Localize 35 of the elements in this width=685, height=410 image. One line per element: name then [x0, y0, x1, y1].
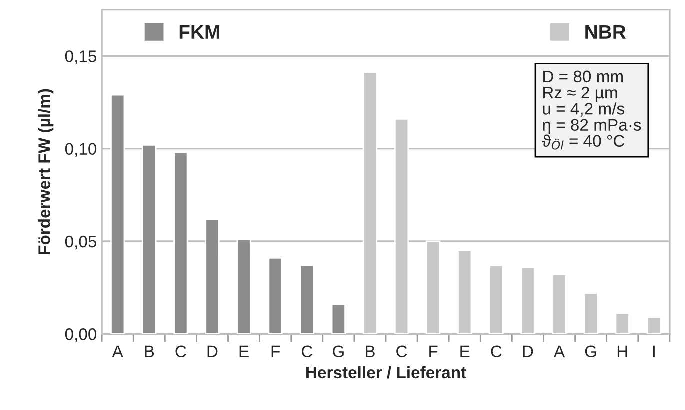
x-tick-label: A	[112, 346, 124, 358]
x-tick-label: G	[585, 346, 596, 358]
x-tick-label: D	[523, 346, 534, 358]
x-tick-label: H	[618, 346, 628, 358]
bar	[110, 94, 126, 334]
x-tick-label: C	[491, 346, 502, 358]
x-tick-label: E	[460, 346, 470, 358]
x-axis-title: Hersteller / Lieferant	[306, 366, 466, 379]
y-tick-label: 0,00	[65, 328, 97, 342]
x-tick-label: F	[430, 346, 438, 358]
legend-label: NBR	[586, 26, 626, 39]
y-tick-label: 0,05	[65, 236, 97, 250]
y-tick-label: 0,10	[65, 143, 97, 157]
x-tick-label: B	[145, 346, 154, 358]
x-tick-label: C	[176, 346, 186, 358]
x-tick-label: C	[302, 346, 313, 358]
x-tick-label: E	[240, 346, 249, 358]
bar	[268, 257, 283, 334]
x-tick-label: I	[653, 346, 655, 358]
x-tick-label: A	[554, 346, 566, 358]
x-tick-label: B	[366, 346, 375, 358]
legend-label: FKM	[180, 26, 220, 39]
bar	[174, 152, 188, 334]
bar	[142, 144, 157, 334]
y-tick-label: 0,15	[65, 50, 97, 64]
x-tick-label: D	[208, 346, 218, 358]
y-axis-title: Förderwert FW (µl/m)	[38, 89, 54, 254]
bar	[205, 218, 220, 334]
bar	[300, 264, 314, 334]
annotation: D = 80 mm Rz ≈ 2 µm u = 4,2 m/s η = 82 mPa·s ϑ$_{Öl}$ = 40 °C	[542, 70, 642, 150]
bar	[236, 238, 252, 334]
x-tick-label: C	[396, 346, 408, 358]
bar	[331, 304, 346, 334]
x-tick-label: F	[272, 346, 280, 358]
x-tick-label: G	[333, 346, 344, 358]
